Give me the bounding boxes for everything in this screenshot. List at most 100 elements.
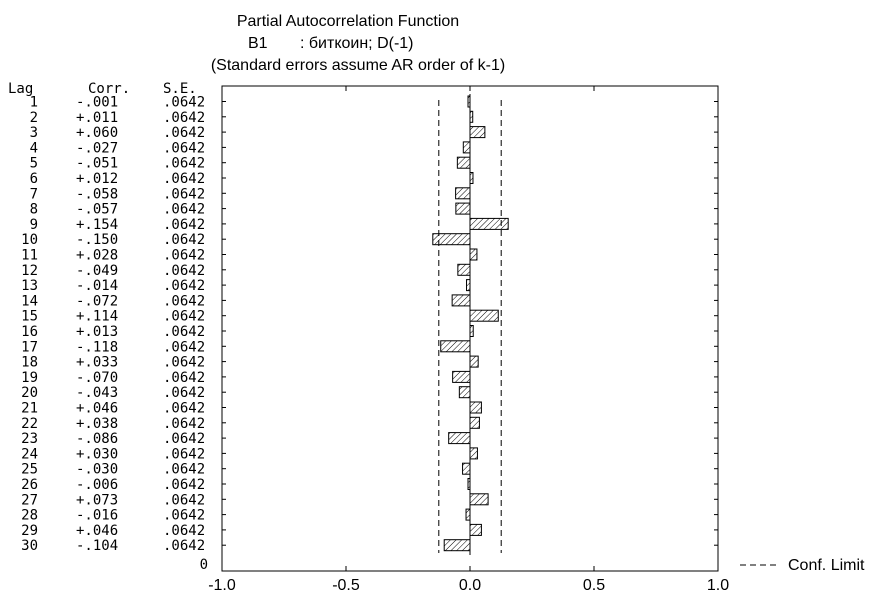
se-label: .0642	[163, 171, 205, 187]
se-label: .0642	[163, 156, 205, 172]
corr-label: -.043	[76, 385, 118, 401]
pacf-bar	[451, 294, 471, 307]
corr-label: -.016	[76, 508, 118, 524]
x-tick-label: 1.0	[707, 577, 729, 592]
x-tick-labels: -1.0 -0.5 0.0 0.5 1.0	[208, 577, 729, 592]
corr-label: -.006	[76, 477, 118, 493]
lag-label: 13	[21, 278, 38, 294]
corr-label: -.051	[76, 156, 118, 172]
table-rows: 1 -.001 .0642 2 +.011 .0642 3 +.060 .0642 4 -.027.…	[21, 95, 205, 555]
lag-label: 9	[30, 217, 38, 233]
corr-label: +.030	[76, 446, 118, 462]
pacf-bar	[469, 493, 489, 506]
se-label: .0642	[163, 431, 205, 447]
corr-label: +.011	[76, 110, 118, 126]
pacf-bar	[440, 340, 471, 353]
chart-subtitle-desc: : биткоин; D(-1)	[300, 35, 414, 52]
corr-label: +.114	[76, 309, 118, 325]
pacf-bar	[456, 156, 471, 169]
pacf-bar	[458, 386, 471, 399]
legend-label: Conf. Limit	[788, 557, 865, 574]
se-label: .0642	[163, 324, 205, 340]
lag-label: 12	[21, 263, 38, 279]
lag-label: 24	[21, 446, 38, 462]
lag-label: 29	[21, 523, 38, 539]
chart-subtitle-2: (Standard errors assume AR order of k-1)	[211, 57, 505, 74]
y-zero-label: 0	[200, 557, 208, 573]
se-label: .0642	[163, 110, 205, 126]
lag-label: 2	[30, 110, 38, 126]
pacf-bar	[469, 447, 478, 460]
pacf-bar	[462, 462, 471, 475]
pacf-bar	[469, 309, 499, 322]
corr-label: -.057	[76, 202, 118, 218]
corr-label: -.070	[76, 370, 118, 386]
axis-ticks	[221, 86, 719, 571]
se-label: .0642	[163, 492, 205, 508]
se-label: .0642	[163, 232, 205, 248]
se-label: .0642	[163, 508, 205, 524]
pacf-bar	[462, 141, 471, 154]
se-label: .0642	[163, 217, 205, 233]
x-tick-label: -1.0	[208, 577, 236, 592]
corr-label: +.154	[76, 217, 118, 233]
se-label: .0642	[163, 385, 205, 401]
lag-label: 18	[21, 355, 38, 371]
se-label: .0642	[163, 125, 205, 141]
lag-label: 5	[30, 156, 38, 172]
se-label: .0642	[163, 186, 205, 202]
pacf-bar	[469, 401, 482, 414]
corr-label: -.014	[76, 278, 118, 294]
lag-label: 8	[30, 202, 38, 218]
se-label: .0642	[163, 401, 205, 417]
bars	[432, 95, 509, 552]
pacf-bar	[465, 508, 471, 521]
lag-label: 23	[21, 431, 38, 447]
lag-label: 3	[30, 125, 38, 141]
se-label: .0642	[163, 95, 205, 111]
se-label: .0642	[163, 416, 205, 432]
lag-label: 6	[30, 171, 38, 187]
se-label: .0642	[163, 293, 205, 309]
se-label: .0642	[163, 523, 205, 539]
corr-label: -.030	[76, 462, 118, 478]
corr-label: +.046	[76, 401, 118, 417]
corr-label: +.013	[76, 324, 118, 340]
lag-label: 17	[21, 339, 38, 355]
pacf-bar	[469, 126, 486, 139]
lag-label: 28	[21, 508, 38, 524]
chart-title: Partial Autocorrelation Function	[237, 13, 459, 30]
lag-label: 22	[21, 416, 38, 432]
lag-label: 10	[21, 232, 38, 248]
se-label: .0642	[163, 309, 205, 325]
se-label: .0642	[163, 462, 205, 478]
pacf-bar	[469, 248, 478, 261]
lag-label: 7	[30, 186, 38, 202]
se-label: .0642	[163, 355, 205, 371]
corr-label: -.086	[76, 431, 118, 447]
x-tick-label: 0.5	[583, 577, 605, 592]
corr-label: -.072	[76, 293, 118, 309]
lag-label: 30	[21, 538, 38, 554]
se-label: .0642	[163, 140, 205, 156]
pacf-bar	[469, 416, 480, 429]
pacf-bar	[443, 539, 471, 552]
corr-label: +.038	[76, 416, 118, 432]
corr-label: -.027	[76, 140, 118, 156]
pacf-bar	[466, 279, 471, 292]
se-label: .0642	[163, 248, 205, 264]
corr-label: -.058	[76, 186, 118, 202]
header-se: S.E.	[163, 81, 197, 97]
pacf-bar	[469, 355, 479, 368]
chart-subtitle-series: B1	[248, 35, 268, 52]
se-label: .0642	[163, 278, 205, 294]
se-label: .0642	[163, 202, 205, 218]
corr-label: -.118	[76, 339, 118, 355]
se-label: .0642	[163, 477, 205, 493]
lag-label: 27	[21, 492, 38, 508]
corr-label: +.028	[76, 248, 118, 264]
lag-label: 19	[21, 370, 38, 386]
se-label: .0642	[163, 538, 205, 554]
se-label: .0642	[163, 339, 205, 355]
